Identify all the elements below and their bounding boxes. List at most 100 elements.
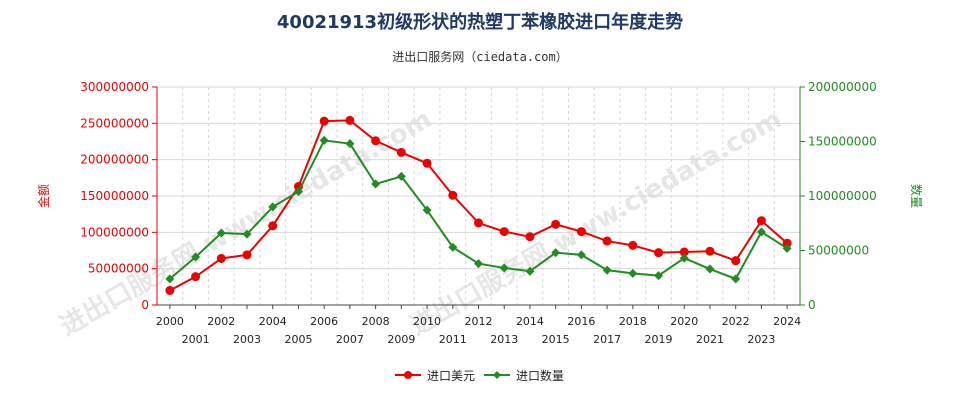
x-tick-label: 2007 xyxy=(336,333,364,346)
left-tick-label: 150000000 xyxy=(80,189,149,203)
legend-marker xyxy=(404,371,412,379)
data-point-quantity xyxy=(551,248,561,258)
x-tick-label: 2015 xyxy=(542,333,570,346)
data-point-amount xyxy=(371,136,381,146)
x-tick-label: 2013 xyxy=(490,333,518,346)
data-point-amount xyxy=(216,253,226,263)
x-tick-label: 2002 xyxy=(207,315,235,328)
data-point-quantity xyxy=(216,228,226,238)
chart-subtitle: 进出口服务网（ciedata.com） xyxy=(392,50,568,64)
left-tick-label: 300000000 xyxy=(80,80,149,94)
data-point-quantity xyxy=(499,263,509,273)
data-point-amount xyxy=(191,272,201,282)
data-point-amount xyxy=(576,227,586,237)
data-point-amount xyxy=(731,256,741,266)
data-point-quantity xyxy=(268,202,278,212)
data-point-quantity xyxy=(396,171,406,181)
x-tick-label: 2011 xyxy=(439,333,467,346)
x-tick-label: 2006 xyxy=(310,315,338,328)
data-point-quantity xyxy=(165,274,175,284)
gridlines xyxy=(156,86,801,306)
data-point-quantity xyxy=(242,229,252,239)
right-tick-label: 200000000 xyxy=(808,80,877,94)
data-point-quantity xyxy=(525,266,535,276)
legend-label: 进口数量 xyxy=(516,368,564,383)
x-tick-label: 2023 xyxy=(747,333,775,346)
x-tick-label: 2024 xyxy=(773,315,801,328)
data-point-quantity xyxy=(448,242,458,252)
data-point-quantity xyxy=(191,252,201,262)
data-point-amount xyxy=(242,250,252,260)
series xyxy=(165,115,792,295)
x-tick-label: 2012 xyxy=(465,315,493,328)
data-point-amount xyxy=(319,116,329,126)
data-point-amount xyxy=(654,248,664,258)
data-point-amount xyxy=(628,240,638,250)
data-point-amount xyxy=(268,221,278,231)
x-tick-label: 2000 xyxy=(156,315,184,328)
data-point-quantity xyxy=(705,264,715,274)
data-point-quantity xyxy=(422,205,432,215)
x-tick-label: 2022 xyxy=(722,315,750,328)
right-tick-label: 50000000 xyxy=(808,244,869,258)
data-point-quantity xyxy=(731,274,741,284)
data-point-amount xyxy=(448,190,458,200)
data-point-amount xyxy=(551,219,561,229)
right-tick-label: 100000000 xyxy=(808,189,877,203)
legend[interactable]: 进口美元 进口数量 xyxy=(395,368,564,383)
x-tick-label: 2017 xyxy=(593,333,621,346)
data-point-amount xyxy=(525,232,535,242)
data-point-quantity xyxy=(679,253,689,263)
data-point-quantity xyxy=(319,135,329,145)
data-point-amount xyxy=(499,227,509,237)
x-tick-label: 2016 xyxy=(567,315,595,328)
data-point-amount xyxy=(679,247,689,257)
x-tick-label: 2014 xyxy=(516,315,544,328)
legend-item-amount[interactable]: 进口美元 xyxy=(395,369,475,383)
legend-item-quantity[interactable]: 进口数量 xyxy=(484,368,564,383)
right-tick-label: 0 xyxy=(808,298,816,312)
x-tick-label: 2004 xyxy=(259,315,287,328)
data-point-amount xyxy=(396,147,406,157)
left-tick-label: 50000000 xyxy=(88,262,149,276)
x-tick-label: 2019 xyxy=(645,333,673,346)
right-axis-label: 数量 xyxy=(909,184,924,208)
data-point-quantity xyxy=(782,243,792,253)
left-axis-label: 金额 xyxy=(36,184,51,208)
x-tick-label: 2010 xyxy=(413,315,441,328)
left-tick-label: 200000000 xyxy=(80,153,149,167)
data-point-amount xyxy=(602,236,612,246)
chart-title: 40021913初级形状的热塑丁苯橡胶进口年度走势 xyxy=(276,12,684,33)
data-point-quantity xyxy=(345,139,355,149)
data-point-quantity xyxy=(293,187,303,197)
data-point-amount xyxy=(756,216,766,226)
data-point-quantity xyxy=(628,268,638,278)
x-tick-label: 2018 xyxy=(619,315,647,328)
left-tick-label: 100000000 xyxy=(80,225,149,239)
left-tick-label: 250000000 xyxy=(80,116,149,130)
x-tick-label: 2001 xyxy=(182,333,210,346)
data-point-amount xyxy=(165,285,175,295)
data-point-amount xyxy=(474,218,483,228)
axes: 0 50000000 100000000 150000000 200000000 2500… xyxy=(36,80,924,346)
data-point-quantity xyxy=(654,271,664,281)
right-tick-label: 150000000 xyxy=(808,135,877,149)
data-point-quantity xyxy=(576,250,586,260)
x-tick-label: 2005 xyxy=(284,333,312,346)
x-tick-label: 2021 xyxy=(696,333,724,346)
data-point-amount xyxy=(705,246,715,256)
legend-marker xyxy=(493,371,501,379)
data-point-quantity xyxy=(474,259,483,269)
data-point-quantity xyxy=(756,227,766,237)
x-tick-label: 2020 xyxy=(670,315,698,328)
legend-label: 进口美元 xyxy=(427,369,475,383)
data-point-quantity xyxy=(371,179,381,189)
x-tick-label: 2009 xyxy=(387,333,415,346)
x-tick-label: 2008 xyxy=(362,315,390,328)
data-point-amount xyxy=(782,238,792,248)
left-tick-label: 0 xyxy=(141,298,149,312)
data-point-amount xyxy=(422,158,432,168)
x-tick-label: 2003 xyxy=(233,333,261,346)
